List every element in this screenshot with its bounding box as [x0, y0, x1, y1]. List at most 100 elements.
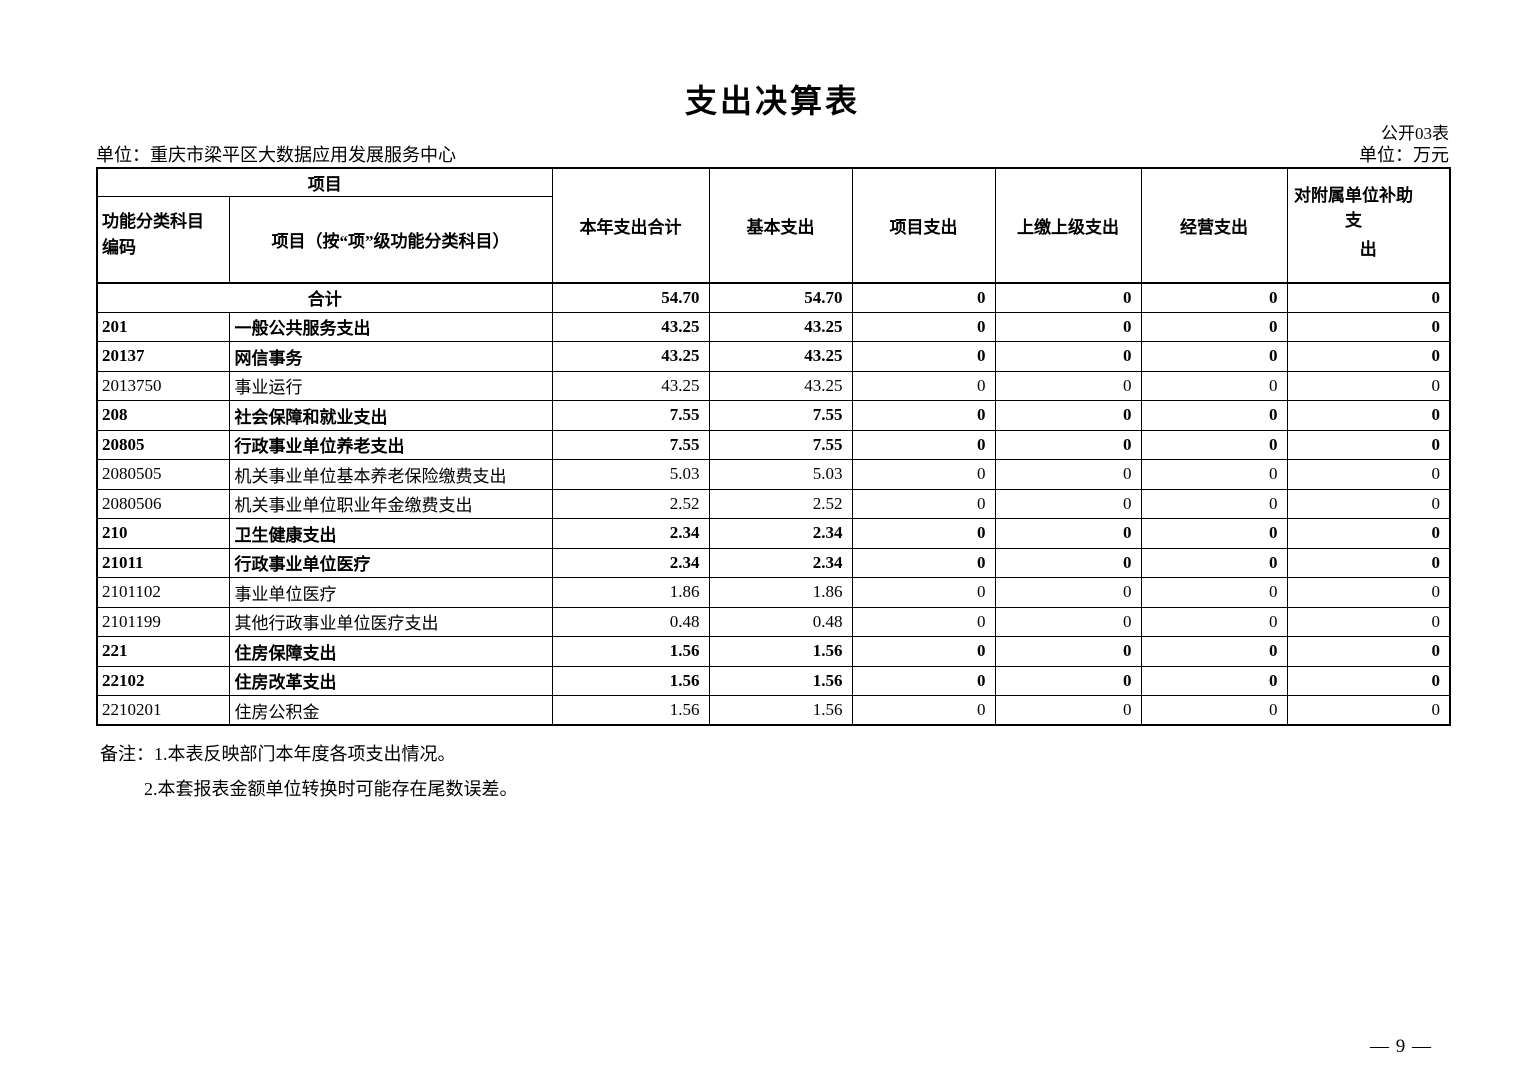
item-name-cell: 机关事业单位基本养老保险缴费支出: [228, 459, 553, 490]
item-name-cell: 住房公积金: [228, 695, 553, 726]
value-cell: 0: [851, 370, 996, 401]
table-body: 合计 54.70 54.70 0 0 0 0 201 一般公共服务支出 43.25 43.25 0 0 0…: [96, 282, 1451, 726]
value-cell: 0: [994, 400, 1142, 431]
function-code-cell: 201: [96, 311, 230, 342]
table-row: 201 一般公共服务支出 43.25 43.25 0 0 0 0: [96, 311, 1451, 342]
value-cell: 0: [1286, 370, 1451, 401]
value-cell: 0: [994, 341, 1142, 372]
item-name-cell: 卫生健康支出: [228, 518, 553, 549]
value-cell: 0: [851, 459, 996, 490]
value-cell: 0: [1286, 341, 1451, 372]
value-cell: 0: [1286, 695, 1451, 726]
value-cell: 0.48: [551, 606, 710, 637]
table-row: 2210201 住房公积金 1.56 1.56 0 0 0 0: [96, 695, 1451, 726]
value-cell: 0: [851, 488, 996, 519]
value-cell: 1.56: [551, 665, 710, 696]
table-row: 208 社会保障和就业支出 7.55 7.55 0 0 0 0: [96, 400, 1451, 431]
function-code-cell: 20805: [96, 429, 230, 460]
table-row: 20137 网信事务 43.25 43.25 0 0 0 0: [96, 341, 1451, 372]
value-cell: 2.34: [551, 518, 710, 549]
form-code: 公开03表: [1381, 124, 1449, 143]
value-cell: 43.25: [708, 341, 853, 372]
note-line-1: 备注：1.本表反映部门本年度各项支出情况。: [100, 744, 456, 764]
value-cell: 0.48: [708, 606, 853, 637]
value-cell: 0: [851, 341, 996, 372]
expenditure-table: 项目 本年支出合计 基本支出 项目支出 上缴上级支出 经营支出 对附属单位补助支…: [96, 167, 1451, 726]
value-cell: 54.70: [708, 282, 853, 313]
value-cell: 0: [1286, 665, 1451, 696]
table-row: 20805 行政事业单位养老支出 7.55 7.55 0 0 0 0: [96, 429, 1451, 460]
page-title: 支出决算表: [684, 83, 860, 119]
value-cell: 0: [1286, 547, 1451, 578]
table-row: 2080506 机关事业单位职业年金缴费支出 2.52 2.52 0 0 0 0: [96, 488, 1451, 519]
notes-block: 备注：1.本表反映部门本年度各项支出情况。 2.本套报表金额单位转换时可能存在尾…: [100, 737, 518, 807]
value-cell: 0: [851, 547, 996, 578]
value-cell: 0: [1140, 577, 1288, 608]
item-name-cell: 其他行政事业单位医疗支出: [228, 606, 553, 637]
value-cell: 0: [994, 665, 1142, 696]
value-cell: 0: [1140, 459, 1288, 490]
value-cell: 7.55: [708, 429, 853, 460]
value-cell: 1.86: [708, 577, 853, 608]
value-cell: 2.52: [551, 488, 710, 519]
header-col-project-expenditure: 项目支出: [851, 167, 996, 284]
value-cell: 0: [994, 606, 1142, 637]
function-code-cell: 2101199: [96, 606, 230, 637]
item-name-cell: 机关事业单位职业年金缴费支出: [228, 488, 553, 519]
value-cell: 0: [994, 636, 1142, 667]
value-cell: 0: [1286, 311, 1451, 342]
table-row: 2101199 其他行政事业单位医疗支出 0.48 0.48 0 0 0 0: [96, 606, 1451, 637]
value-cell: 0: [994, 370, 1142, 401]
value-cell: 0: [1140, 429, 1288, 460]
table-row: 2080505 机关事业单位基本养老保险缴费支出 5.03 5.03 0 0 0 0: [96, 459, 1451, 490]
header-row-sub: 功能分类科目编码 项目（按“项”级功能分类科目）: [96, 196, 1450, 284]
value-cell: 0: [851, 282, 996, 313]
header-col-total-expenditure: 本年支出合计: [551, 167, 710, 284]
page-number: — 9 —: [1370, 1036, 1432, 1057]
header-col-operating-expenditure: 经营支出: [1140, 167, 1288, 284]
value-cell: 0: [994, 547, 1142, 578]
value-cell: 43.25: [708, 370, 853, 401]
org-unit-label: 单位：重庆市梁平区大数据应用发展服务中心: [96, 145, 456, 165]
value-cell: 1.56: [551, 695, 710, 726]
function-code-cell: 2080506: [96, 488, 230, 519]
table-row: 22102 住房改革支出 1.56 1.56 0 0 0 0: [96, 665, 1451, 696]
table-row: 2013750 事业运行 43.25 43.25 0 0 0 0: [96, 370, 1451, 401]
item-name-cell: 事业单位医疗: [228, 577, 553, 608]
value-cell: 0: [1140, 341, 1288, 372]
meta-line: 单位：重庆市梁平区大数据应用发展服务中心 单位：万元: [96, 141, 1449, 167]
value-cell: 0: [851, 636, 996, 667]
value-cell: 0: [1286, 606, 1451, 637]
item-name-cell: 网信事务: [228, 341, 553, 372]
item-name-cell: 行政事业单位医疗: [228, 547, 553, 578]
value-cell: 43.25: [551, 341, 710, 372]
header-col-subsidy-tail: 出: [1359, 239, 1377, 259]
value-cell: 0: [1286, 577, 1451, 608]
header-row-group: 项目 本年支出合计 基本支出 项目支出 上缴上级支出 经营支出 对附属单位补助支…: [96, 167, 1451, 284]
value-cell: 0: [994, 518, 1142, 549]
function-code-cell: 20137: [96, 341, 230, 372]
value-cell: 0: [1140, 311, 1288, 342]
value-cell: 0: [994, 488, 1142, 519]
value-cell: 1.56: [708, 636, 853, 667]
value-cell: 7.55: [551, 400, 710, 431]
value-cell: 0: [1286, 488, 1451, 519]
value-cell: 1.56: [708, 695, 853, 726]
item-name-cell: 事业运行: [228, 370, 553, 401]
value-cell: 0: [1286, 636, 1451, 667]
value-cell: 0: [1140, 400, 1288, 431]
function-code-cell: 2013750: [96, 370, 230, 401]
value-cell: 2.52: [708, 488, 853, 519]
value-cell: 0: [994, 577, 1142, 608]
value-cell: 7.55: [551, 429, 710, 460]
item-name-cell: 住房改革支出: [228, 665, 553, 696]
table-row: 221 住房保障支出 1.56 1.56 0 0 0 0: [96, 636, 1451, 667]
value-cell: 0: [851, 695, 996, 726]
value-cell: 0: [1286, 459, 1451, 490]
value-cell: 0: [851, 429, 996, 460]
value-cell: 54.70: [551, 282, 710, 313]
value-cell: 43.25: [708, 311, 853, 342]
value-cell: 0: [851, 606, 996, 637]
row-total-label: 合计: [96, 282, 553, 313]
